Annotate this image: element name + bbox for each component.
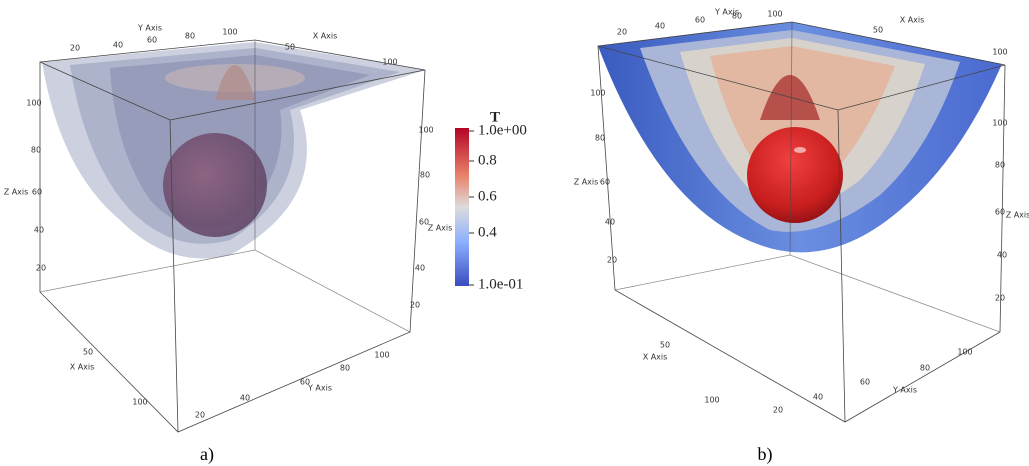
- colorbar-label: 1.0e-01: [478, 276, 523, 292]
- axis-title: Z Axis: [1006, 211, 1029, 220]
- colorbar-label: 1.0e+00: [478, 122, 527, 138]
- tick-label: 40: [34, 226, 44, 235]
- render-b: [598, 22, 1002, 252]
- tick-label: 80: [732, 12, 742, 21]
- tick-label: 60: [147, 36, 157, 45]
- colorbar-label: 0.8: [478, 152, 497, 168]
- tick-label: 20: [195, 411, 205, 420]
- tick-label: 80: [340, 364, 350, 373]
- tick-label: 100: [26, 99, 41, 108]
- tick-label: 40: [997, 251, 1007, 260]
- tick-label: 40: [113, 41, 123, 50]
- tick-label: 20: [773, 406, 783, 415]
- tick-label: 80: [595, 134, 605, 143]
- tick-label: 60: [695, 16, 705, 25]
- tick-label: 40: [655, 22, 665, 31]
- tick-label: 50: [873, 26, 883, 35]
- tick-label: 100: [992, 119, 1007, 128]
- tick-label: 40: [415, 264, 425, 273]
- render-a: [42, 42, 425, 258]
- tick-label: 40: [813, 393, 823, 402]
- colorbar-label: 0.4: [478, 224, 497, 240]
- axis-title: Y Axis: [892, 386, 917, 395]
- tick-label: 100: [374, 351, 389, 360]
- caption: a): [200, 444, 214, 465]
- tick-label: 80: [31, 146, 41, 155]
- tick-label: 40: [605, 218, 615, 227]
- tick-label: 20: [36, 264, 46, 273]
- tick-label: 100: [382, 58, 397, 67]
- tick-label: 60: [600, 178, 610, 187]
- tick-label: 80: [420, 171, 430, 180]
- axis-title: Z Axis: [4, 188, 29, 197]
- axis-title: X Axis: [70, 363, 95, 372]
- tick-label: 20: [410, 301, 420, 310]
- tick-label: 60: [995, 208, 1005, 217]
- tick-label: 40: [240, 394, 250, 403]
- tick-label: 60: [300, 378, 310, 387]
- tick-label: 100: [704, 396, 719, 405]
- tick-label: 100: [418, 126, 433, 135]
- tick-label: 100: [992, 48, 1007, 57]
- tick-label: 60: [860, 378, 870, 387]
- axis-title: Z Axis: [428, 224, 453, 233]
- axis-title: Y Axis: [307, 384, 332, 393]
- tick-label: 50: [83, 348, 93, 357]
- tick-label: 20: [607, 256, 617, 265]
- tick-label: 100: [590, 89, 605, 98]
- tick-label: 20: [995, 294, 1005, 303]
- axis-title: X Axis: [313, 32, 338, 41]
- tick-label: 80: [920, 364, 930, 373]
- tick-label: 100: [767, 10, 782, 19]
- figure: T a) b) Y Axis20406080100X Axis50100Z Ax…: [0, 0, 1029, 466]
- tick-label: 50: [285, 43, 295, 52]
- tick-label: 80: [185, 32, 195, 41]
- axis-title: Y Axis: [137, 24, 162, 33]
- tick-label: 60: [32, 188, 42, 197]
- colorbar-gradient: [455, 128, 469, 286]
- axis-title: X Axis: [900, 16, 925, 25]
- tick-label: 100: [957, 348, 972, 357]
- tick-label: 50: [660, 341, 670, 350]
- axis-title: Z Axis: [574, 178, 599, 187]
- tick-label: 100: [222, 28, 237, 37]
- tick-label: 20: [70, 44, 80, 53]
- tick-label: 80: [995, 161, 1005, 170]
- tick-label: 100: [132, 398, 147, 407]
- tick-label: 20: [617, 28, 627, 37]
- caption: b): [758, 444, 773, 465]
- tick-label: 60: [419, 218, 429, 227]
- colorbar-label: 0.6: [478, 188, 497, 204]
- axis-title: X Axis: [643, 353, 668, 362]
